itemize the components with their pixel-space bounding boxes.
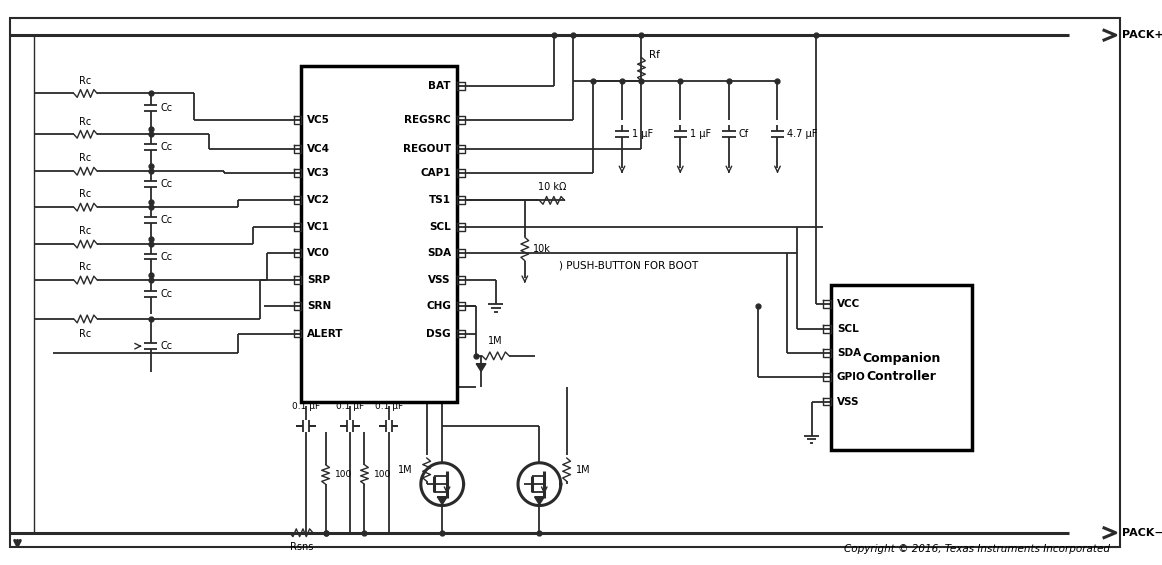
Text: SRP: SRP — [307, 275, 330, 285]
Text: 1M: 1M — [399, 464, 413, 475]
Text: CAP1: CAP1 — [421, 168, 451, 178]
Text: VSS: VSS — [429, 275, 451, 285]
Text: PACK+: PACK+ — [1121, 30, 1162, 40]
Text: TS1: TS1 — [429, 195, 451, 205]
Text: SDA: SDA — [837, 348, 861, 358]
Text: DSG: DSG — [426, 328, 451, 338]
Text: 1 μF: 1 μF — [690, 129, 711, 140]
Text: Rsns: Rsns — [289, 542, 313, 553]
Text: 10 kΩ: 10 kΩ — [538, 181, 566, 192]
Text: SDA: SDA — [426, 248, 451, 258]
Text: 1M: 1M — [488, 336, 503, 346]
Text: VSS: VSS — [837, 397, 859, 407]
Text: 10k: 10k — [532, 244, 551, 254]
Text: Rc: Rc — [79, 329, 92, 338]
Polygon shape — [476, 364, 486, 371]
Text: ) PUSH-BUTTON FOR BOOT: ) PUSH-BUTTON FOR BOOT — [559, 260, 698, 271]
Text: Rc: Rc — [79, 262, 92, 272]
Text: Cc: Cc — [160, 215, 172, 225]
Text: Cc: Cc — [160, 251, 172, 262]
Text: Rc: Rc — [79, 116, 92, 127]
Polygon shape — [437, 497, 447, 505]
Text: Cf: Cf — [739, 129, 748, 140]
Bar — [831, 285, 971, 450]
Text: PACK−: PACK− — [1121, 528, 1162, 538]
Polygon shape — [535, 497, 544, 505]
Text: VC2: VC2 — [307, 195, 330, 205]
Text: ALERT: ALERT — [307, 328, 344, 338]
Text: Rc: Rc — [79, 227, 92, 236]
Bar — [301, 66, 457, 402]
Text: Rf: Rf — [650, 50, 660, 59]
Text: 0.1 μF: 0.1 μF — [292, 402, 321, 411]
Text: REGOUT: REGOUT — [403, 144, 451, 154]
Text: VC3: VC3 — [307, 168, 330, 178]
Text: 100: 100 — [374, 470, 392, 479]
Text: 1M: 1M — [576, 464, 591, 475]
Text: 100: 100 — [336, 470, 352, 479]
Text: 0.1 μF: 0.1 μF — [374, 402, 403, 411]
Text: Cc: Cc — [160, 289, 172, 299]
Text: Cc: Cc — [160, 142, 172, 152]
Text: Rc: Rc — [79, 189, 92, 199]
Text: VC5: VC5 — [307, 115, 330, 125]
Text: Cc: Cc — [160, 103, 172, 113]
Text: REGSRC: REGSRC — [404, 115, 451, 125]
Text: SCL: SCL — [837, 324, 859, 334]
Text: Rc: Rc — [79, 76, 92, 86]
Text: 1 μF: 1 μF — [632, 129, 653, 140]
Text: 4.7 μF: 4.7 μF — [787, 129, 818, 140]
Text: Rc: Rc — [79, 154, 92, 163]
Text: 0.1 μF: 0.1 μF — [336, 402, 364, 411]
Text: VC0: VC0 — [307, 248, 330, 258]
Text: SCL: SCL — [429, 221, 451, 232]
Text: VC4: VC4 — [307, 144, 330, 154]
Text: SRN: SRN — [307, 301, 331, 311]
Text: GPIO: GPIO — [837, 372, 866, 383]
Text: Cc: Cc — [160, 179, 172, 189]
Text: BAT: BAT — [429, 81, 451, 91]
Text: Companion
Controller: Companion Controller — [862, 352, 940, 383]
Text: VCC: VCC — [837, 299, 860, 310]
Text: Copyright © 2016, Texas Instruments Incorporated: Copyright © 2016, Texas Instruments Inco… — [844, 545, 1110, 554]
Text: Cc: Cc — [160, 341, 172, 351]
Text: CHG: CHG — [426, 301, 451, 311]
Text: VC1: VC1 — [307, 221, 330, 232]
